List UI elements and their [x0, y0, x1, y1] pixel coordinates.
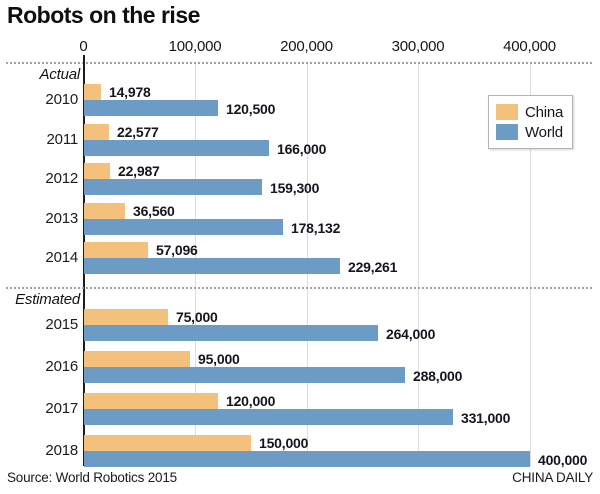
bar-china-2016 [84, 351, 190, 367]
legend-swatch-china-icon [496, 104, 518, 120]
x-tick-label: 300,000 [391, 38, 445, 55]
legend-swatch-world-icon [496, 124, 518, 140]
section-divider-dotted-rule [6, 287, 592, 289]
value-label-china-2013: 36,560 [133, 203, 175, 219]
value-label-world-2013: 178,132 [291, 220, 341, 236]
bar-china-2018 [84, 435, 251, 451]
year-label-2013: 2013 [45, 210, 78, 227]
year-label-2017: 2017 [45, 400, 78, 417]
year-label-2011: 2011 [46, 131, 79, 148]
legend-label-world: World [525, 123, 563, 141]
year-label-2018: 2018 [45, 442, 78, 459]
legend-item-china: China [496, 102, 563, 122]
top-dotted-rule [6, 62, 592, 64]
value-label-china-2015: 75,000 [176, 309, 218, 325]
bar-china-2017 [84, 393, 218, 409]
x-tick-label: 100,000 [168, 38, 222, 55]
bar-china-2012 [84, 163, 110, 179]
bar-world-2017 [84, 409, 453, 425]
credit: CHINA DAILY [512, 470, 593, 485]
bar-world-2015 [84, 325, 378, 341]
year-label-2016: 2016 [45, 358, 78, 375]
bar-world-2012 [84, 179, 262, 195]
value-label-world-2012: 159,300 [270, 180, 320, 196]
value-label-china-2016: 95,000 [198, 351, 240, 367]
bar-world-2014 [84, 258, 340, 274]
bar-china-2010 [84, 84, 101, 100]
bar-china-2014 [84, 242, 148, 258]
value-label-china-2017: 120,000 [226, 393, 276, 409]
gridline-400,000 [529, 63, 531, 466]
year-label-2012: 2012 [45, 170, 78, 187]
legend: China World [488, 95, 574, 149]
year-label-2010: 2010 [45, 91, 78, 108]
bar-china-2013 [84, 203, 125, 219]
value-label-world-2016: 288,000 [413, 368, 463, 384]
bar-world-2018 [84, 451, 530, 467]
year-label-2014: 2014 [45, 249, 78, 266]
source-note: Source: World Robotics 2015 [7, 470, 177, 485]
bar-china-2011 [84, 124, 109, 140]
value-label-world-2018: 400,000 [538, 452, 588, 468]
value-label-china-2010: 14,978 [109, 84, 151, 100]
section-label-actual: Actual [39, 66, 81, 83]
legend-item-world: World [496, 122, 563, 142]
legend-label-china: China [525, 103, 564, 121]
bar-world-2010 [84, 100, 218, 116]
value-label-world-2010: 120,500 [226, 101, 276, 117]
section-label-estimated: Estimated [15, 291, 80, 308]
chart-title: Robots on the rise [7, 2, 200, 28]
bar-world-2016 [84, 367, 405, 383]
x-tick-label: 0 [79, 38, 88, 55]
gridline-300,000 [418, 63, 419, 466]
value-label-world-2015: 264,000 [386, 326, 436, 342]
x-tick-label: 200,000 [280, 38, 333, 55]
value-label-world-2011: 166,000 [277, 141, 327, 157]
value-label-china-2012: 22,987 [118, 163, 160, 179]
value-label-china-2018: 150,000 [259, 435, 309, 451]
bar-world-2013 [84, 219, 283, 235]
value-label-world-2017: 331,000 [461, 410, 511, 426]
bar-world-2011 [84, 140, 269, 156]
x-tick-label: 400,000 [503, 38, 556, 55]
bar-china-2015 [84, 309, 168, 325]
value-label-world-2014: 229,261 [348, 259, 398, 275]
value-label-china-2011: 22,577 [117, 124, 159, 140]
value-label-china-2014: 57,096 [156, 242, 198, 258]
year-label-2015: 2015 [45, 316, 78, 333]
